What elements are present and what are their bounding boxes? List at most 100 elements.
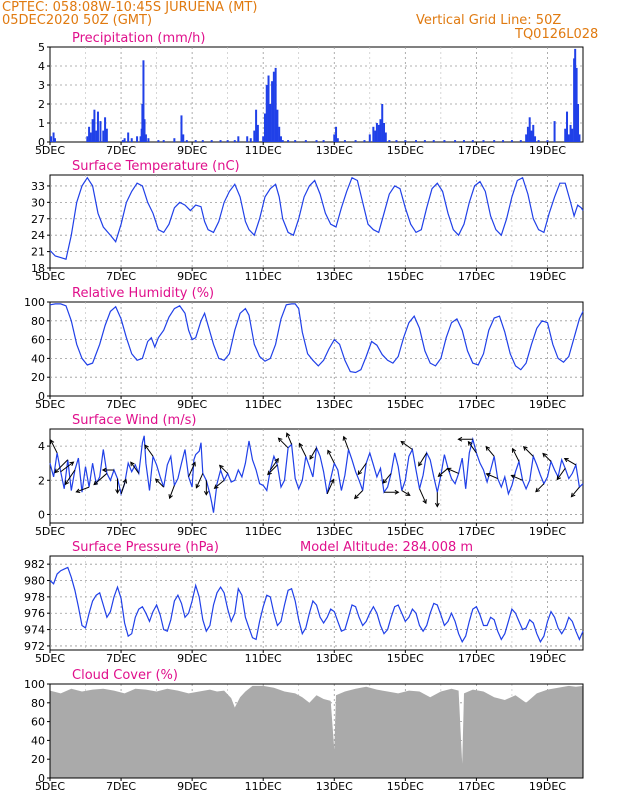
wind-arrow-head (400, 440, 406, 446)
pressure-ytick-label: 974 (24, 624, 45, 637)
wind-arrow-head (277, 437, 283, 443)
wind-arrow-head (285, 432, 291, 438)
temp-xtick-label: 9DEC (177, 270, 207, 283)
chart-header: CPTEC: 058:08W-10:45S JURUENA (MT) 05DEC… (0, 0, 618, 48)
wind-title: Surface Wind (m/s) (72, 413, 196, 428)
cloud-ytick-label: 60 (31, 716, 45, 729)
wind-arrow-head (467, 440, 473, 446)
precip-xtick-label: 5DEC (35, 144, 65, 157)
wind-arrow (54, 459, 69, 473)
precip-bar (537, 140, 540, 142)
precip-bar (50, 136, 53, 142)
wind-arrow (382, 473, 392, 484)
pressure-xtick-label: 19DEC (529, 652, 566, 665)
temp-xtick-label: 5DEC (35, 270, 65, 283)
precip-bar (249, 138, 252, 142)
wind-arrow (76, 486, 90, 493)
cloud-title: Cloud Cover (%) (72, 668, 178, 683)
cloud-ytick-label: 20 (31, 753, 45, 766)
pressure-title: Surface Pressure (hPa) (72, 540, 219, 555)
precip-bar (578, 134, 581, 142)
wind-arrow-head (522, 445, 528, 451)
wind-arrow (438, 467, 449, 477)
rh-xtick-label: 7DEC (106, 398, 136, 411)
wind-ytick-label: 4 (38, 440, 45, 453)
precip-bar (333, 134, 336, 142)
wind-arrow (60, 461, 74, 473)
temp-xtick-label: 17DEC (458, 270, 495, 283)
wind-arrow (269, 458, 279, 471)
precip-bar (263, 113, 266, 142)
wind-arrow (467, 441, 477, 454)
wind-arrow-head (394, 489, 400, 495)
precip-bar (287, 140, 290, 142)
precip-bar (139, 136, 142, 142)
precip-bar (201, 140, 204, 142)
precip-bar (336, 138, 339, 142)
rh-title: Relative Humidity (%) (72, 286, 214, 301)
wind-arrow-head (485, 472, 491, 478)
precip-bar (404, 140, 407, 142)
precip-bar (343, 140, 346, 142)
wind-arrow (219, 465, 229, 474)
temp-series-line (49, 176, 584, 260)
wind-arrow-head (535, 487, 540, 493)
rh-xtick-label: 17DEC (458, 398, 495, 411)
temp-title: Surface Temperature (nC) (72, 159, 240, 174)
wind-arrow (523, 446, 534, 457)
wind-arrow (278, 437, 289, 449)
temp-xtick-label: 11DEC (245, 270, 282, 283)
precip-ytick-label: 4 (38, 60, 45, 73)
precip-bar (147, 138, 150, 142)
wind-arrow-head (353, 494, 359, 500)
wind-xtick-label: 19DEC (529, 525, 566, 538)
precip-title: Precipitation (mm/h) (72, 31, 205, 46)
precip-bar (237, 136, 240, 142)
precip-frame (49, 46, 584, 143)
rh-frame (49, 301, 584, 397)
run-date: 05DEC2020 50Z (GMT) (2, 13, 153, 28)
precip-bar (423, 140, 426, 142)
precip-bar (102, 130, 105, 142)
cloud-xtick-label: 5DEC (35, 780, 65, 793)
pressure-xtick-label: 15DEC (387, 652, 424, 665)
wind-arrow (418, 452, 428, 466)
wind-arrow-head (563, 457, 569, 463)
wind-arrow-head (267, 470, 272, 476)
wind-arrow-head (446, 467, 452, 473)
wind-arrow (564, 458, 577, 466)
wind-arrow (298, 443, 307, 457)
grid-line-note: Vertical Grid Line: 50Z (416, 13, 562, 28)
wind-arrow-head (122, 478, 128, 484)
precip-bar (525, 134, 528, 142)
pressure-xtick-label: 11DEC (245, 652, 282, 665)
precip-bar (315, 140, 318, 142)
wind-arrow-head (203, 490, 209, 496)
precip-bar (121, 140, 124, 142)
wind-arrow-head (218, 464, 224, 470)
precip-bar (395, 140, 398, 142)
rh-ytick-label: 60 (31, 334, 45, 347)
wind-arrow-head (213, 484, 219, 489)
precip-bar (91, 119, 94, 142)
rh-xtick-label: 11DEC (245, 398, 282, 411)
precip-ytick-label: 1 (38, 117, 45, 130)
precip-bar (532, 124, 535, 142)
rh-series-line (49, 303, 584, 374)
precip-bar (377, 124, 380, 142)
precip-bar (381, 104, 384, 142)
precip-bar (144, 134, 147, 142)
wind-xtick-label: 17DEC (458, 525, 495, 538)
wind-arrow (93, 473, 108, 486)
wind-arrow-head (115, 489, 120, 495)
wind-arrow-head (195, 483, 200, 489)
temp-xtick-label: 19DEC (529, 270, 566, 283)
wind-arrow-head (512, 447, 517, 453)
rh-ytick-label: 40 (31, 352, 45, 365)
wind-arrow (64, 469, 76, 485)
precip-bar (294, 140, 297, 142)
wind-arrow (309, 447, 317, 460)
pressure-frame (49, 555, 584, 651)
model-code: TQ0126L028 (515, 27, 599, 42)
wind-arrow-head (405, 491, 411, 496)
